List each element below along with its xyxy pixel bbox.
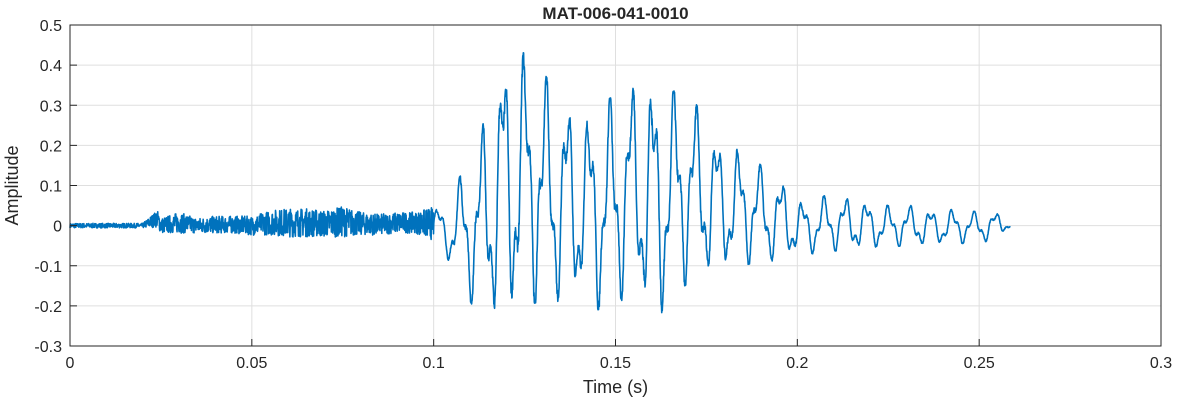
x-tick-label: 0.1 [423,355,445,372]
axis-ticks: 0 0.05 0.1 0.15 0.2 0.25 0.3 -0.3 -0.2 -0.1 0 0.1 0.… [34,18,1172,372]
y-tick-label: 0.3 [40,98,62,115]
y-tick-label: 0 [53,219,62,236]
x-tick-label: 0.05 [236,355,267,372]
x-tick-label: 0.15 [600,355,631,372]
y-tick-label: -0.3 [34,339,62,356]
chart-title: MAT-006-041-0010 [542,4,688,23]
x-tick-label: 0.25 [964,355,995,372]
y-tick-label: 0.4 [40,58,62,75]
y-tick-label: 0.1 [40,179,62,196]
signal-line [69,51,1011,314]
y-tick-label: 0.2 [40,138,62,155]
y-axis-label: Amplitude [2,145,22,225]
grid [69,24,1162,347]
y-tick-label: -0.1 [34,259,62,276]
x-tick-label: 0.3 [1150,355,1172,372]
x-tick-label: 0 [66,355,75,372]
x-axis-label: Time (s) [583,377,648,397]
x-tick-label: 0.2 [786,355,808,372]
y-tick-label: -0.2 [34,299,62,316]
y-tick-label: 0.5 [40,18,62,35]
